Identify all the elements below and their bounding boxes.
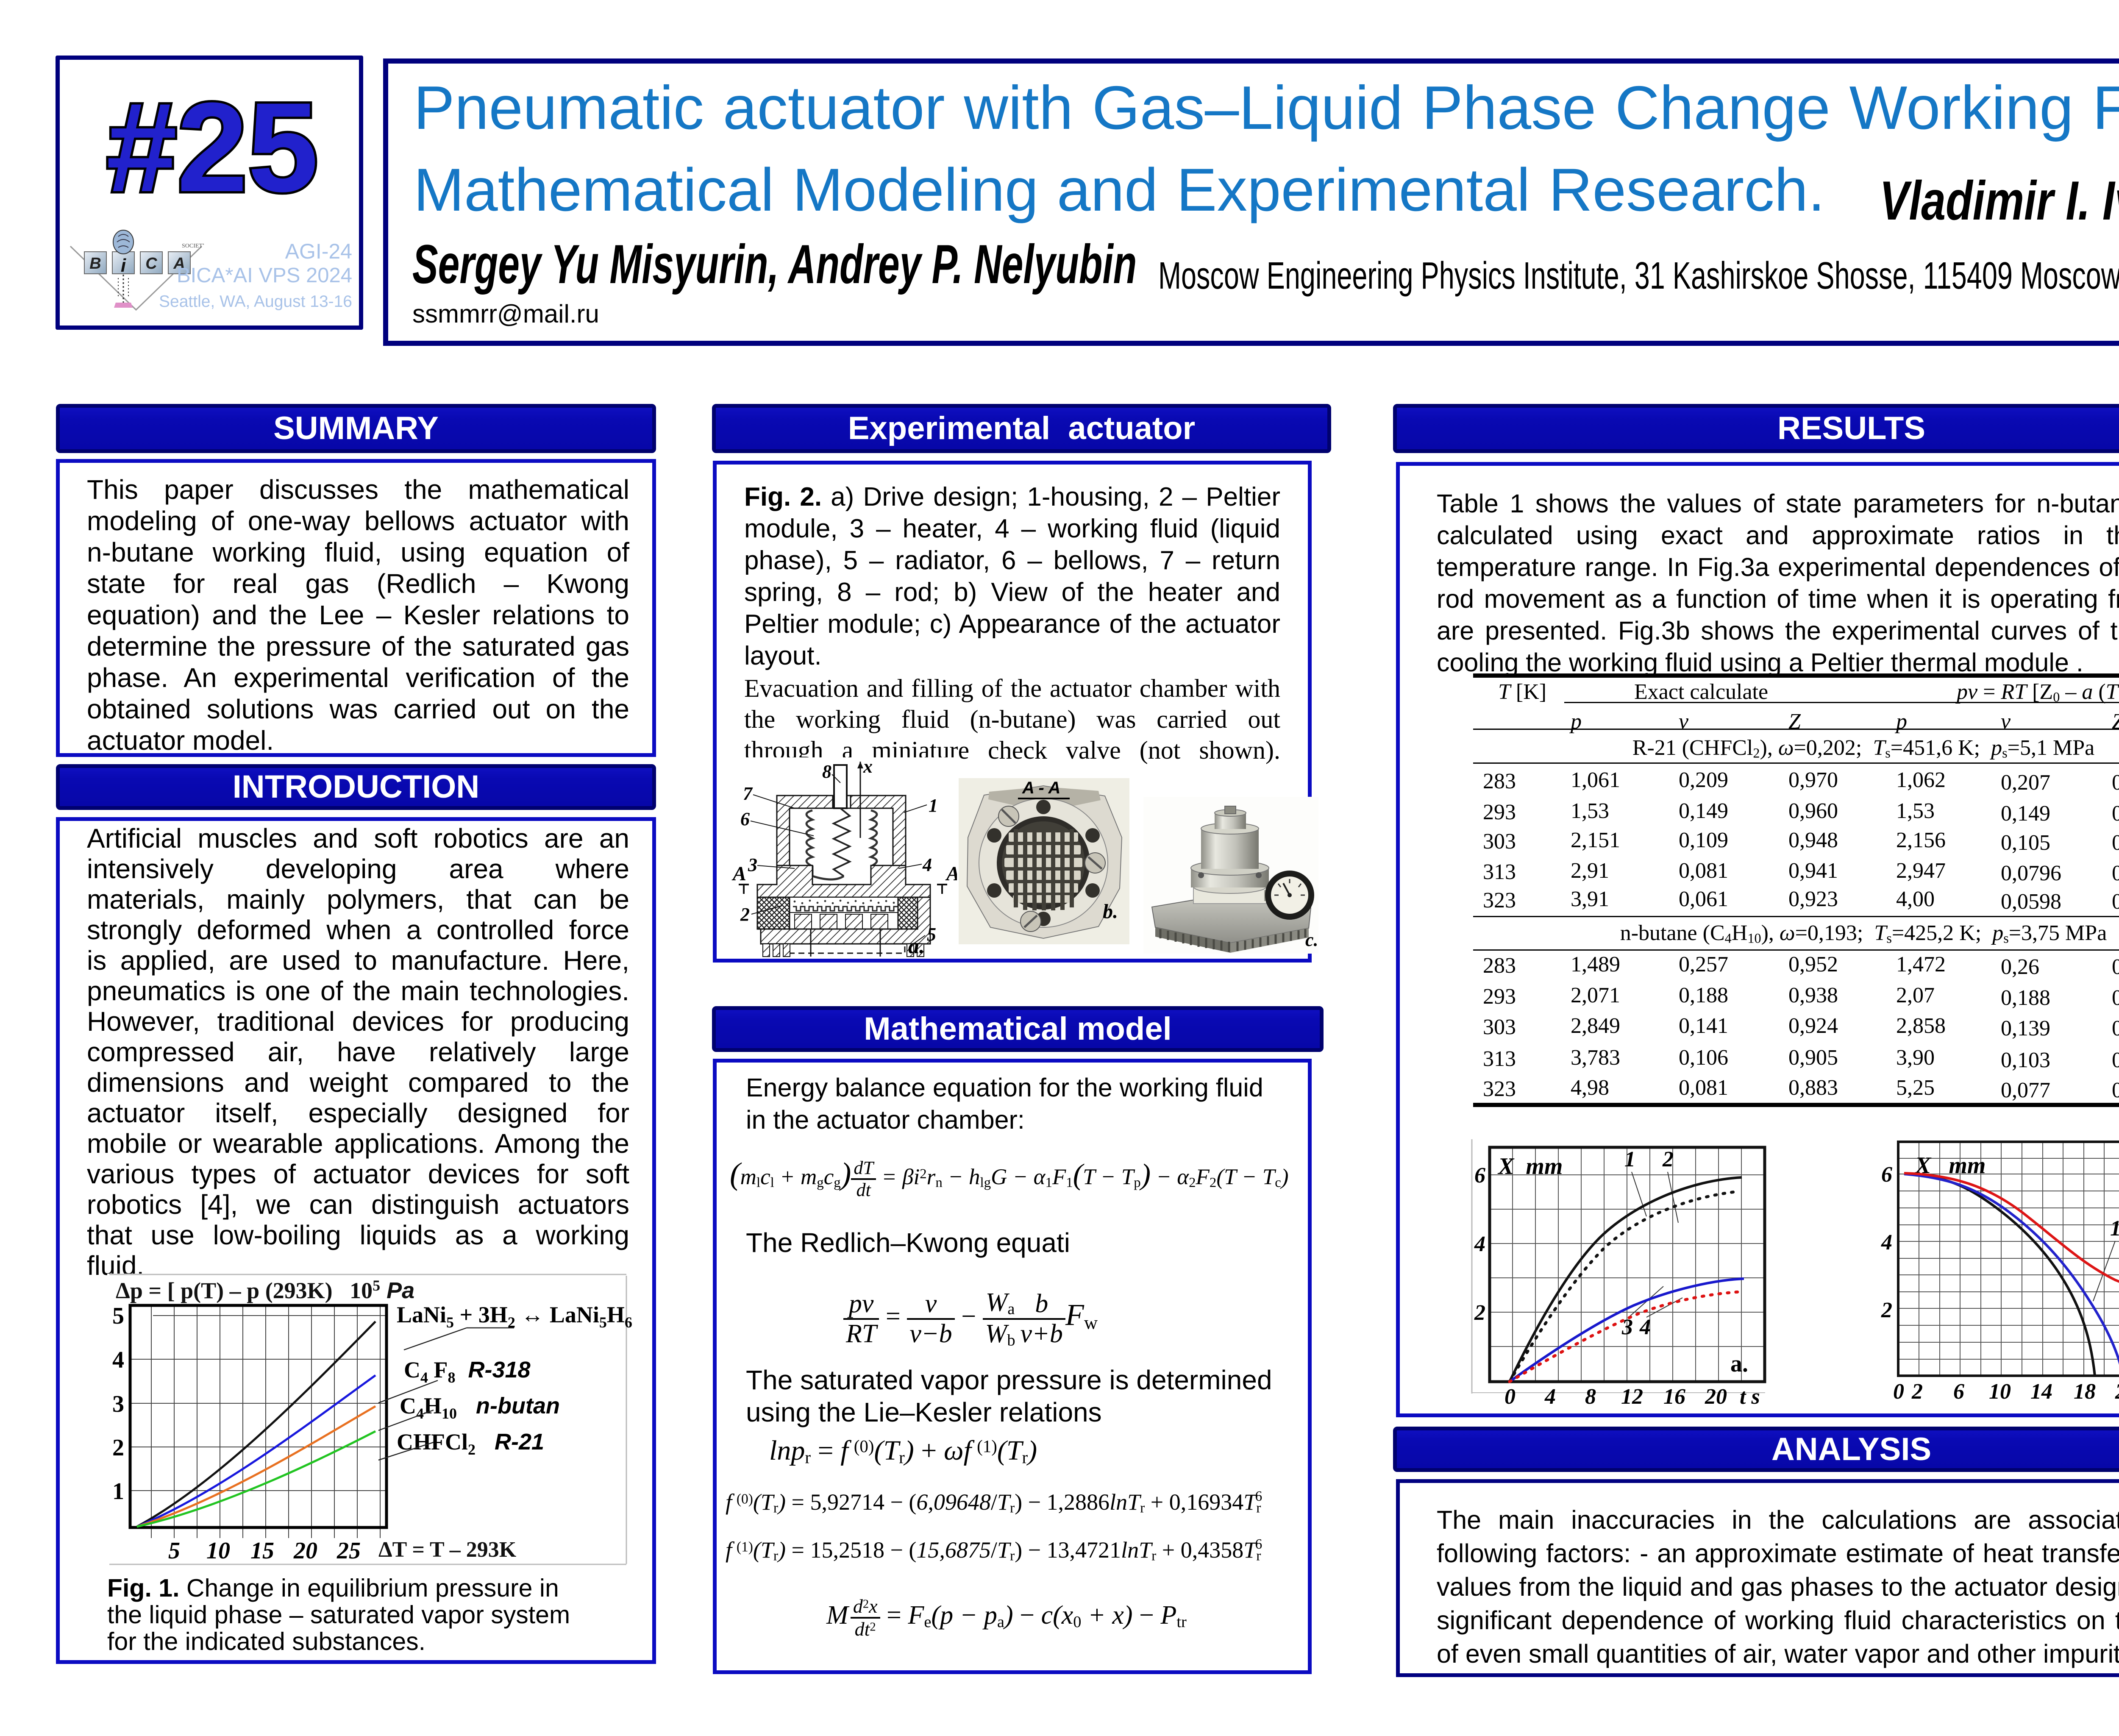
svg-text:16: 16 bbox=[1663, 1385, 1685, 1409]
svg-text:6: 6 bbox=[1474, 1163, 1485, 1188]
svg-text:25: 25 bbox=[336, 1538, 361, 1564]
svg-text:20: 20 bbox=[293, 1538, 317, 1564]
svg-text:ΔT = T – 293K: ΔT = T – 293K bbox=[378, 1538, 517, 1562]
svg-text:a.: a. bbox=[1730, 1351, 1748, 1377]
svg-text:3: 3 bbox=[112, 1391, 124, 1417]
svg-text:0: 0 bbox=[1504, 1385, 1516, 1409]
svg-text:6: 6 bbox=[740, 809, 750, 829]
svg-text:10: 10 bbox=[206, 1538, 230, 1564]
svg-text:2: 2 bbox=[1881, 1298, 1892, 1322]
svg-text:3: 3 bbox=[748, 854, 757, 875]
svg-text:5: 5 bbox=[168, 1538, 180, 1564]
svg-text:Δp = [ p(T) – p (293K) 105 P: Δp = [ p(T) – p (293K) 105 Pa bbox=[116, 1277, 414, 1303]
svg-text:#25: #25 bbox=[106, 76, 319, 218]
svg-text:8: 8 bbox=[822, 761, 831, 782]
svg-text:4: 4 bbox=[1474, 1232, 1485, 1256]
svg-text:22: 22 bbox=[2115, 1380, 2119, 1404]
svg-text:6: 6 bbox=[1881, 1163, 1892, 1187]
svg-text:4: 4 bbox=[1881, 1230, 1892, 1255]
svg-text:7: 7 bbox=[743, 783, 753, 804]
svg-text:A: A bbox=[173, 255, 185, 273]
svg-text:A: A bbox=[731, 862, 746, 885]
svg-text:C4H10 n-butan: C4H10 n-butan bbox=[400, 1393, 560, 1422]
svg-text:A - A: A - A bbox=[1022, 779, 1060, 797]
svg-text:4: 4 bbox=[922, 854, 932, 875]
svg-text:5: 5 bbox=[927, 924, 936, 945]
svg-text:X mm: X mm bbox=[1497, 1153, 1563, 1180]
svg-text:1: 1 bbox=[1624, 1147, 1635, 1171]
svg-text:2: 2 bbox=[112, 1435, 124, 1461]
svg-text:18: 18 bbox=[2074, 1380, 2096, 1404]
svg-text:2: 2 bbox=[740, 904, 750, 925]
svg-text:0: 0 bbox=[1893, 1380, 1904, 1404]
svg-text:i: i bbox=[121, 255, 126, 276]
svg-text:B: B bbox=[89, 255, 101, 273]
svg-text:2: 2 bbox=[1474, 1301, 1485, 1325]
svg-text:10: 10 bbox=[1989, 1380, 2011, 1404]
svg-text:2: 2 bbox=[1662, 1147, 1674, 1171]
svg-text:C: C bbox=[145, 255, 157, 273]
svg-text:LaNi5 + 3H2 ↔ LaNi5H6: LaNi5 + 3H2 ↔ LaNi5H6 bbox=[397, 1302, 632, 1331]
svg-text:1: 1 bbox=[112, 1478, 124, 1505]
svg-text:2: 2 bbox=[1911, 1380, 1923, 1404]
svg-text:8: 8 bbox=[1585, 1385, 1596, 1409]
svg-text:5: 5 bbox=[112, 1303, 124, 1329]
svg-text:4: 4 bbox=[1544, 1385, 1556, 1409]
svg-text:12: 12 bbox=[1621, 1385, 1643, 1409]
svg-text:14: 14 bbox=[2030, 1380, 2052, 1404]
svg-text:t s: t s bbox=[1740, 1385, 1760, 1409]
svg-text:4: 4 bbox=[112, 1347, 124, 1373]
svg-text:1: 1 bbox=[929, 795, 938, 816]
svg-text:c.: c. bbox=[1305, 929, 1318, 950]
svg-text:A: A bbox=[945, 862, 957, 885]
svg-text:b.: b. bbox=[1103, 900, 1118, 923]
svg-text:15: 15 bbox=[250, 1538, 274, 1564]
svg-text:20: 20 bbox=[1705, 1385, 1727, 1409]
svg-text:SOCIETY: SOCIETY bbox=[182, 243, 204, 249]
svg-text:6: 6 bbox=[1953, 1380, 1964, 1404]
svg-text:1: 1 bbox=[2110, 1216, 2119, 1241]
svg-text:3: 3 bbox=[1621, 1315, 1633, 1339]
svg-text:x: x bbox=[863, 757, 873, 777]
svg-text:4: 4 bbox=[1639, 1315, 1651, 1339]
